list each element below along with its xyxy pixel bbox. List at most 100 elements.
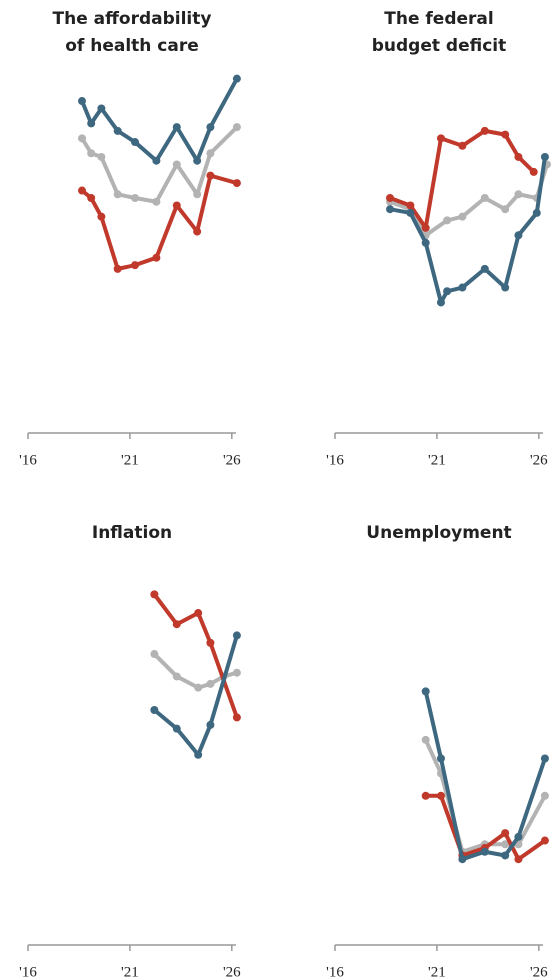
point	[206, 679, 215, 688]
point	[458, 212, 467, 221]
point	[152, 197, 161, 206]
x-tick-label: '26	[223, 964, 241, 980]
point	[131, 138, 139, 147]
point	[232, 713, 241, 722]
point	[514, 832, 523, 841]
point	[152, 156, 161, 165]
point	[514, 190, 523, 199]
x-tick-label: '26	[530, 964, 548, 980]
point	[514, 152, 523, 161]
point	[150, 590, 159, 599]
point	[78, 186, 87, 195]
point	[87, 194, 96, 203]
point	[131, 194, 139, 203]
point	[78, 134, 87, 143]
series-line	[80, 173, 238, 271]
point	[480, 126, 489, 135]
point	[501, 829, 510, 838]
point	[480, 264, 489, 273]
point	[97, 212, 106, 221]
point	[540, 791, 549, 800]
point	[232, 631, 241, 640]
x-tick-label: '16	[19, 964, 37, 980]
point	[421, 735, 430, 744]
point	[232, 123, 241, 132]
series-line	[389, 163, 549, 238]
point	[458, 141, 467, 150]
panel-title: The affordability	[53, 9, 212, 29]
point	[194, 750, 203, 759]
point	[172, 724, 181, 733]
x-tick-label: '26	[223, 452, 241, 468]
point	[386, 194, 395, 203]
point	[421, 791, 430, 800]
panel-title: of health care	[65, 36, 199, 56]
point	[193, 190, 202, 199]
point	[194, 683, 203, 692]
point	[540, 152, 549, 161]
point	[172, 160, 181, 169]
point	[113, 126, 122, 135]
point	[514, 855, 523, 864]
point	[480, 847, 489, 856]
point	[406, 208, 415, 217]
point	[206, 171, 215, 180]
panel-title: Inflation	[92, 523, 172, 543]
series-line	[80, 125, 239, 204]
point	[87, 119, 96, 128]
point	[206, 149, 215, 158]
point	[232, 668, 241, 677]
point	[206, 638, 215, 647]
panel-title: The federal	[384, 9, 493, 29]
point	[501, 851, 510, 860]
point	[436, 754, 445, 763]
point	[172, 620, 181, 629]
point	[150, 706, 159, 715]
point	[193, 156, 202, 165]
point	[540, 754, 549, 763]
point	[206, 123, 215, 132]
point	[529, 167, 538, 176]
point	[87, 149, 96, 158]
series-line	[80, 77, 239, 163]
point	[131, 261, 139, 270]
x-tick-label: '21	[121, 452, 139, 468]
x-tick-label: '16	[19, 452, 37, 468]
point	[193, 227, 202, 236]
point	[514, 231, 523, 240]
point	[97, 104, 106, 113]
point	[194, 609, 203, 618]
point	[540, 836, 549, 845]
point	[232, 74, 241, 83]
point	[421, 223, 430, 232]
panel-title: Unemployment	[366, 523, 511, 543]
point	[421, 238, 430, 247]
point	[150, 650, 159, 659]
x-tick-label: '21	[428, 964, 446, 980]
series-line	[423, 690, 547, 862]
point	[113, 264, 122, 273]
x-tick-label: '21	[121, 964, 139, 980]
point	[152, 253, 161, 262]
point	[172, 672, 181, 681]
point	[172, 123, 181, 132]
point	[458, 283, 467, 292]
point	[443, 216, 452, 225]
point	[406, 201, 415, 210]
point	[386, 205, 395, 214]
point	[436, 298, 445, 307]
point	[436, 791, 445, 800]
point	[532, 208, 541, 217]
x-tick-label: '26	[530, 452, 548, 468]
point	[421, 687, 430, 696]
point	[232, 179, 241, 188]
x-tick-label: '16	[326, 964, 344, 980]
point	[501, 130, 510, 139]
x-tick-label: '16	[326, 452, 344, 468]
point	[501, 205, 510, 214]
point	[113, 190, 122, 199]
point	[436, 134, 445, 143]
point	[480, 194, 489, 203]
